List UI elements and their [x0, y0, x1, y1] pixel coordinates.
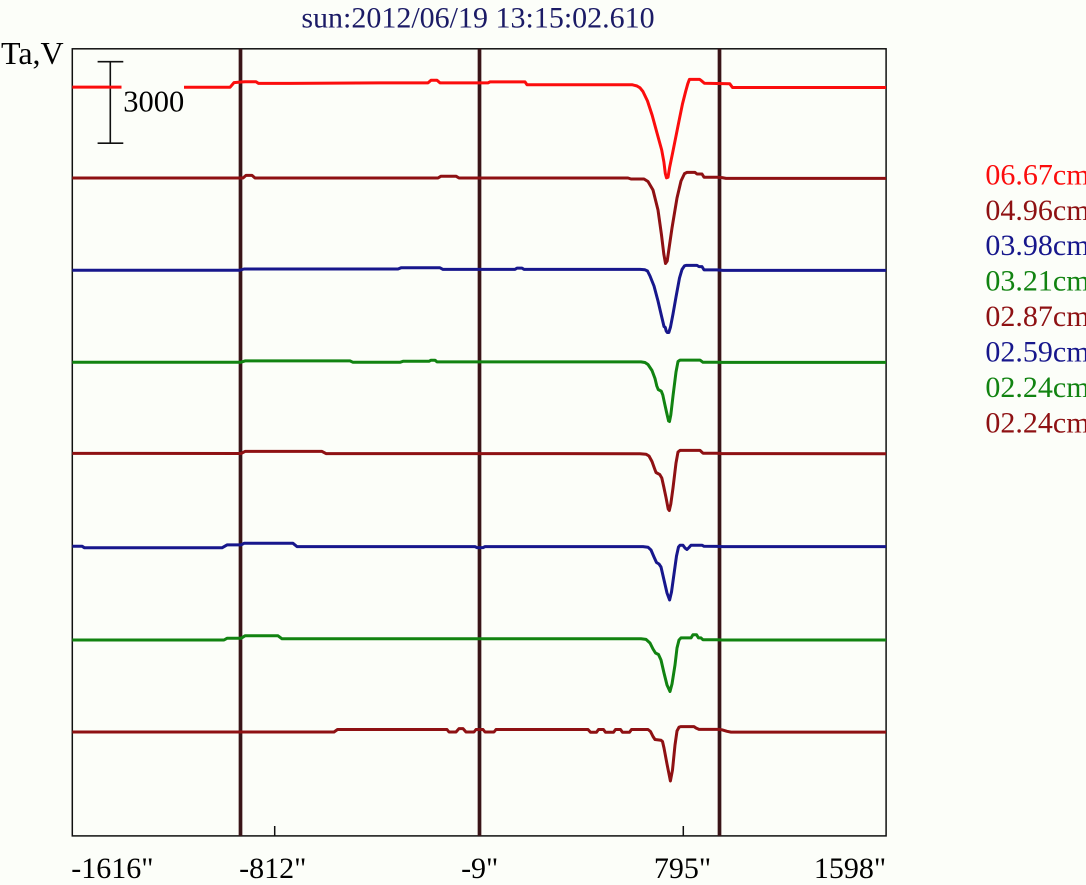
svg-text:02.24cm: 02.24cm	[985, 407, 1086, 440]
svg-text:02.24cm: 02.24cm	[985, 371, 1086, 404]
svg-text:-812": -812"	[239, 852, 306, 885]
svg-text:-9": -9"	[461, 852, 498, 885]
svg-text:02.87cm: 02.87cm	[985, 300, 1086, 333]
svg-text:03.21cm: 03.21cm	[985, 265, 1086, 298]
svg-text:04.96cm: 04.96cm	[985, 194, 1086, 227]
svg-text:3000: 3000	[123, 85, 184, 119]
svg-text:795": 795"	[654, 852, 711, 885]
svg-text:Ta,V: Ta,V	[1, 35, 64, 71]
svg-text:06.67cm: 06.67cm	[985, 158, 1086, 191]
svg-text:02.59cm: 02.59cm	[985, 336, 1086, 369]
svg-text:1598": 1598"	[814, 852, 886, 885]
svg-text:sun:2012/06/19 13:15:02.610: sun:2012/06/19 13:15:02.610	[301, 2, 654, 35]
svg-text:03.98cm: 03.98cm	[985, 229, 1086, 262]
svg-text:-1616": -1616"	[71, 852, 153, 885]
